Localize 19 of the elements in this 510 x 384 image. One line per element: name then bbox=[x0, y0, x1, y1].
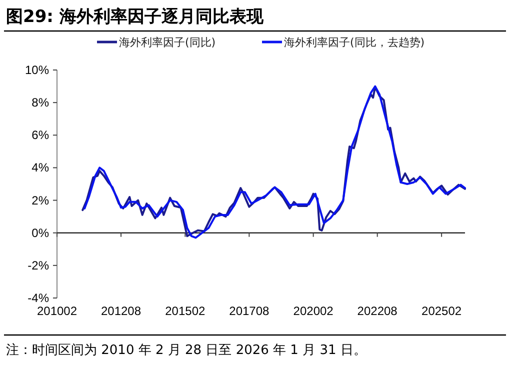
x-tick-label: 202502 bbox=[422, 304, 462, 318]
y-tick-label: -2% bbox=[28, 258, 50, 272]
y-tick-label: 4% bbox=[32, 160, 50, 175]
x-tick-label: 202002 bbox=[293, 304, 334, 318]
x-tick-label: 201502 bbox=[165, 304, 206, 318]
x-tick-label: 201002 bbox=[36, 304, 78, 318]
x-tick-label: 201708 bbox=[229, 304, 270, 318]
y-tick-label: 8% bbox=[32, 96, 50, 110]
legend-label: 海外利率因子(同比) bbox=[119, 36, 216, 49]
y-tick-label: 6% bbox=[32, 128, 50, 142]
chart-title: 图29: 海外利率因子逐月同比表现 bbox=[6, 7, 264, 27]
y-tick-label: 10% bbox=[24, 63, 50, 77]
y-tick-label: 0% bbox=[32, 226, 50, 240]
y-tick-label: -4% bbox=[28, 291, 50, 305]
x-tick-label: 202208 bbox=[357, 304, 398, 318]
text: 注：时间区间为 2010 年 2 月 28 日至 2026 年 1 月 31 日。 bbox=[6, 343, 366, 358]
y-tick-label: 2% bbox=[32, 193, 50, 208]
legend-label: 海外利率因子(同比，去趋势) bbox=[284, 36, 425, 49]
x-tick-label: 201208 bbox=[100, 304, 142, 318]
